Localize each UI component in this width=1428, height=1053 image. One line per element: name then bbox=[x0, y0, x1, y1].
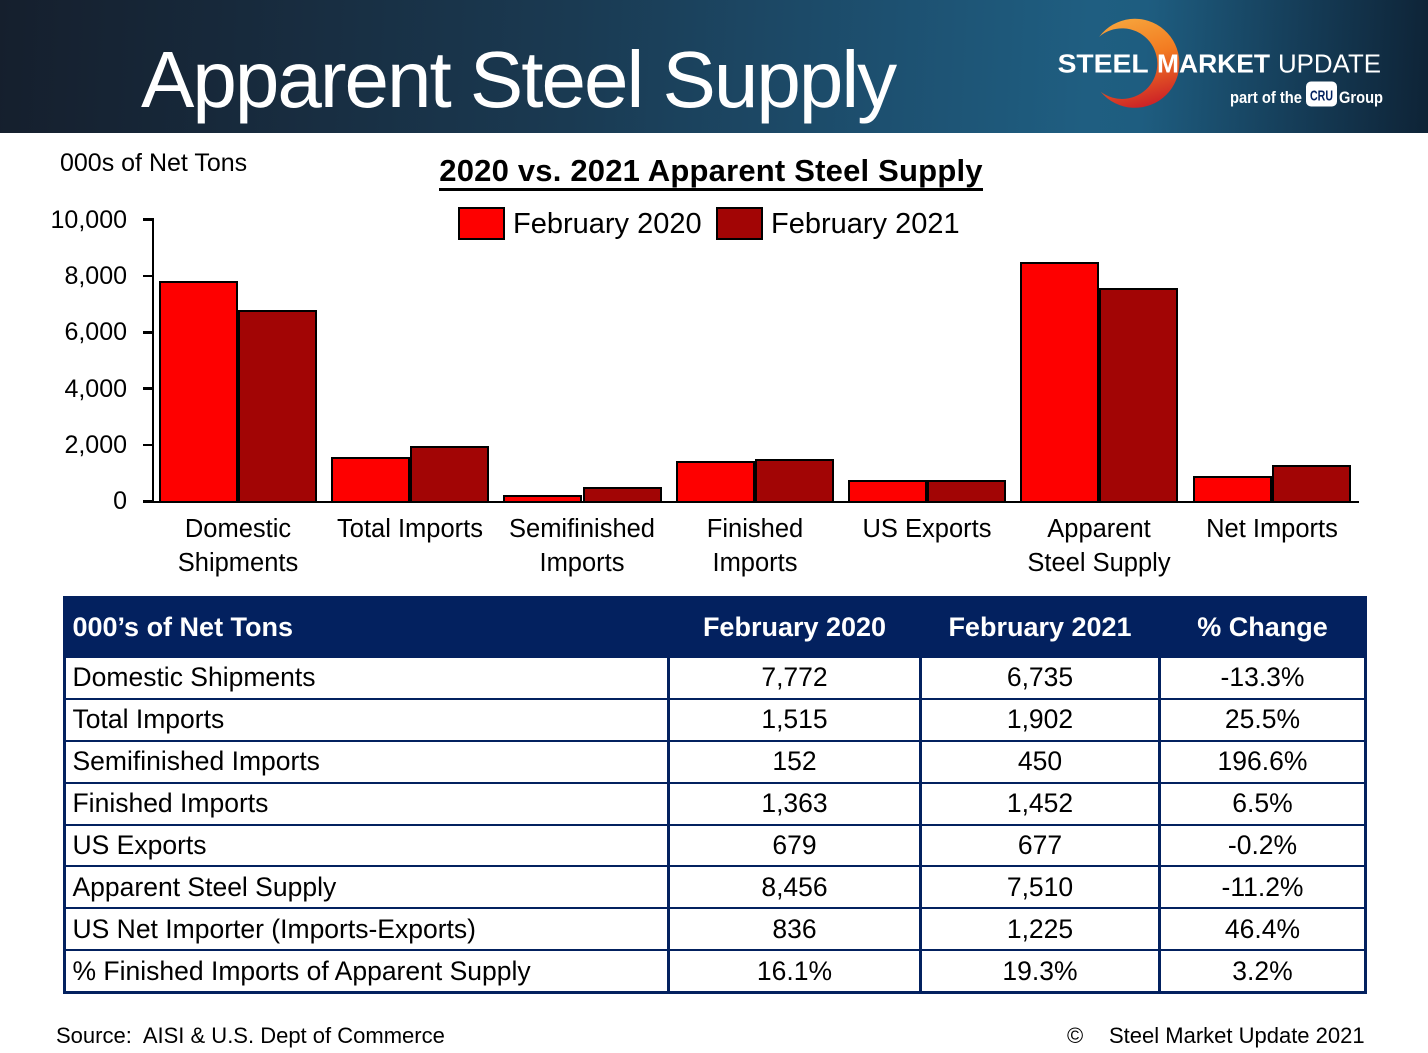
svg-text:CRU: CRU bbox=[1310, 88, 1333, 105]
svg-text:MARKET: MARKET bbox=[1157, 49, 1270, 79]
svg-text:Group: Group bbox=[1339, 88, 1383, 107]
svg-text:part of the: part of the bbox=[1230, 88, 1302, 107]
svg-text:STEEL: STEEL bbox=[1058, 49, 1149, 79]
svg-text:UPDATE: UPDATE bbox=[1278, 49, 1381, 79]
